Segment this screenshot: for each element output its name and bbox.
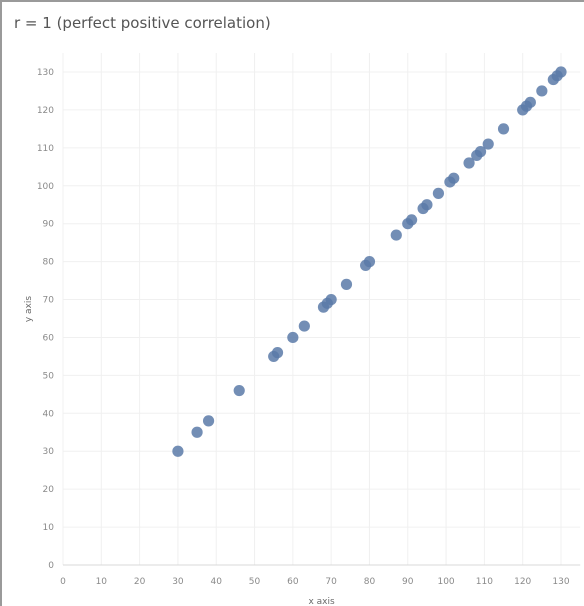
x-tick-label: 10 bbox=[96, 577, 108, 587]
x-tick-labels: 0 10 20 30 40 50 60 70 80 90 100 110 120 130 bbox=[60, 577, 570, 587]
data-point bbox=[233, 384, 245, 397]
y-tick-label: 120 bbox=[37, 106, 54, 116]
y-tick-label: 70 bbox=[43, 296, 55, 306]
data-point bbox=[421, 199, 433, 211]
x-axis-label: x axis bbox=[308, 597, 335, 606]
x-tick-label: 120 bbox=[514, 577, 531, 587]
data-point bbox=[202, 415, 215, 427]
data-point bbox=[298, 320, 310, 332]
data-point bbox=[340, 278, 353, 290]
data-point bbox=[287, 331, 299, 344]
chart-title: r = 1 (perfect positive correlation) bbox=[14, 14, 271, 32]
x-tick-label: 60 bbox=[287, 577, 299, 587]
data-point bbox=[524, 96, 536, 108]
y-axis-label: y axis bbox=[24, 296, 34, 323]
data-point bbox=[390, 229, 402, 241]
data-point bbox=[463, 157, 475, 169]
data-point bbox=[555, 66, 567, 78]
x-tick-label: 70 bbox=[325, 577, 337, 587]
data-point bbox=[191, 426, 203, 438]
x-tick-label: 20 bbox=[134, 577, 146, 587]
y-tick-label: 60 bbox=[43, 333, 55, 343]
y-tick-label: 20 bbox=[43, 485, 55, 495]
y-tick-label: 0 bbox=[48, 561, 54, 571]
data-point bbox=[536, 85, 548, 97]
y-tick-label: 130 bbox=[37, 68, 54, 78]
grid-lines bbox=[62, 53, 581, 566]
y-tick-label: 50 bbox=[43, 371, 55, 381]
data-point bbox=[482, 138, 494, 150]
data-points bbox=[172, 66, 567, 457]
y-tick-label: 100 bbox=[37, 182, 54, 192]
y-tick-label: 40 bbox=[43, 409, 55, 419]
data-point bbox=[271, 347, 284, 359]
x-tick-label: 40 bbox=[211, 577, 223, 587]
y-tick-label: 30 bbox=[43, 447, 55, 457]
data-point bbox=[474, 146, 487, 158]
y-tick-label: 110 bbox=[37, 144, 54, 154]
x-tick-label: 0 bbox=[60, 577, 66, 587]
data-point bbox=[497, 123, 510, 135]
y-tick-label: 80 bbox=[43, 258, 55, 268]
x-tick-label: 90 bbox=[402, 577, 414, 587]
data-point bbox=[325, 293, 337, 306]
data-point bbox=[406, 214, 418, 226]
x-tick-label: 50 bbox=[249, 577, 261, 587]
data-point bbox=[448, 172, 460, 184]
x-tick-label: 30 bbox=[172, 577, 184, 587]
data-point bbox=[172, 445, 184, 457]
x-tick-label: 80 bbox=[364, 577, 376, 587]
y-tick-labels: 0 10 20 30 40 50 60 70 80 90 100 110 120 130 bbox=[37, 68, 54, 571]
data-point bbox=[432, 187, 445, 199]
x-tick-label: 100 bbox=[437, 577, 454, 587]
y-tick-label: 90 bbox=[43, 220, 55, 230]
data-point bbox=[363, 256, 376, 268]
x-tick-label: 130 bbox=[552, 577, 569, 587]
y-tick-label: 10 bbox=[43, 523, 55, 533]
x-tick-label: 110 bbox=[476, 577, 493, 587]
